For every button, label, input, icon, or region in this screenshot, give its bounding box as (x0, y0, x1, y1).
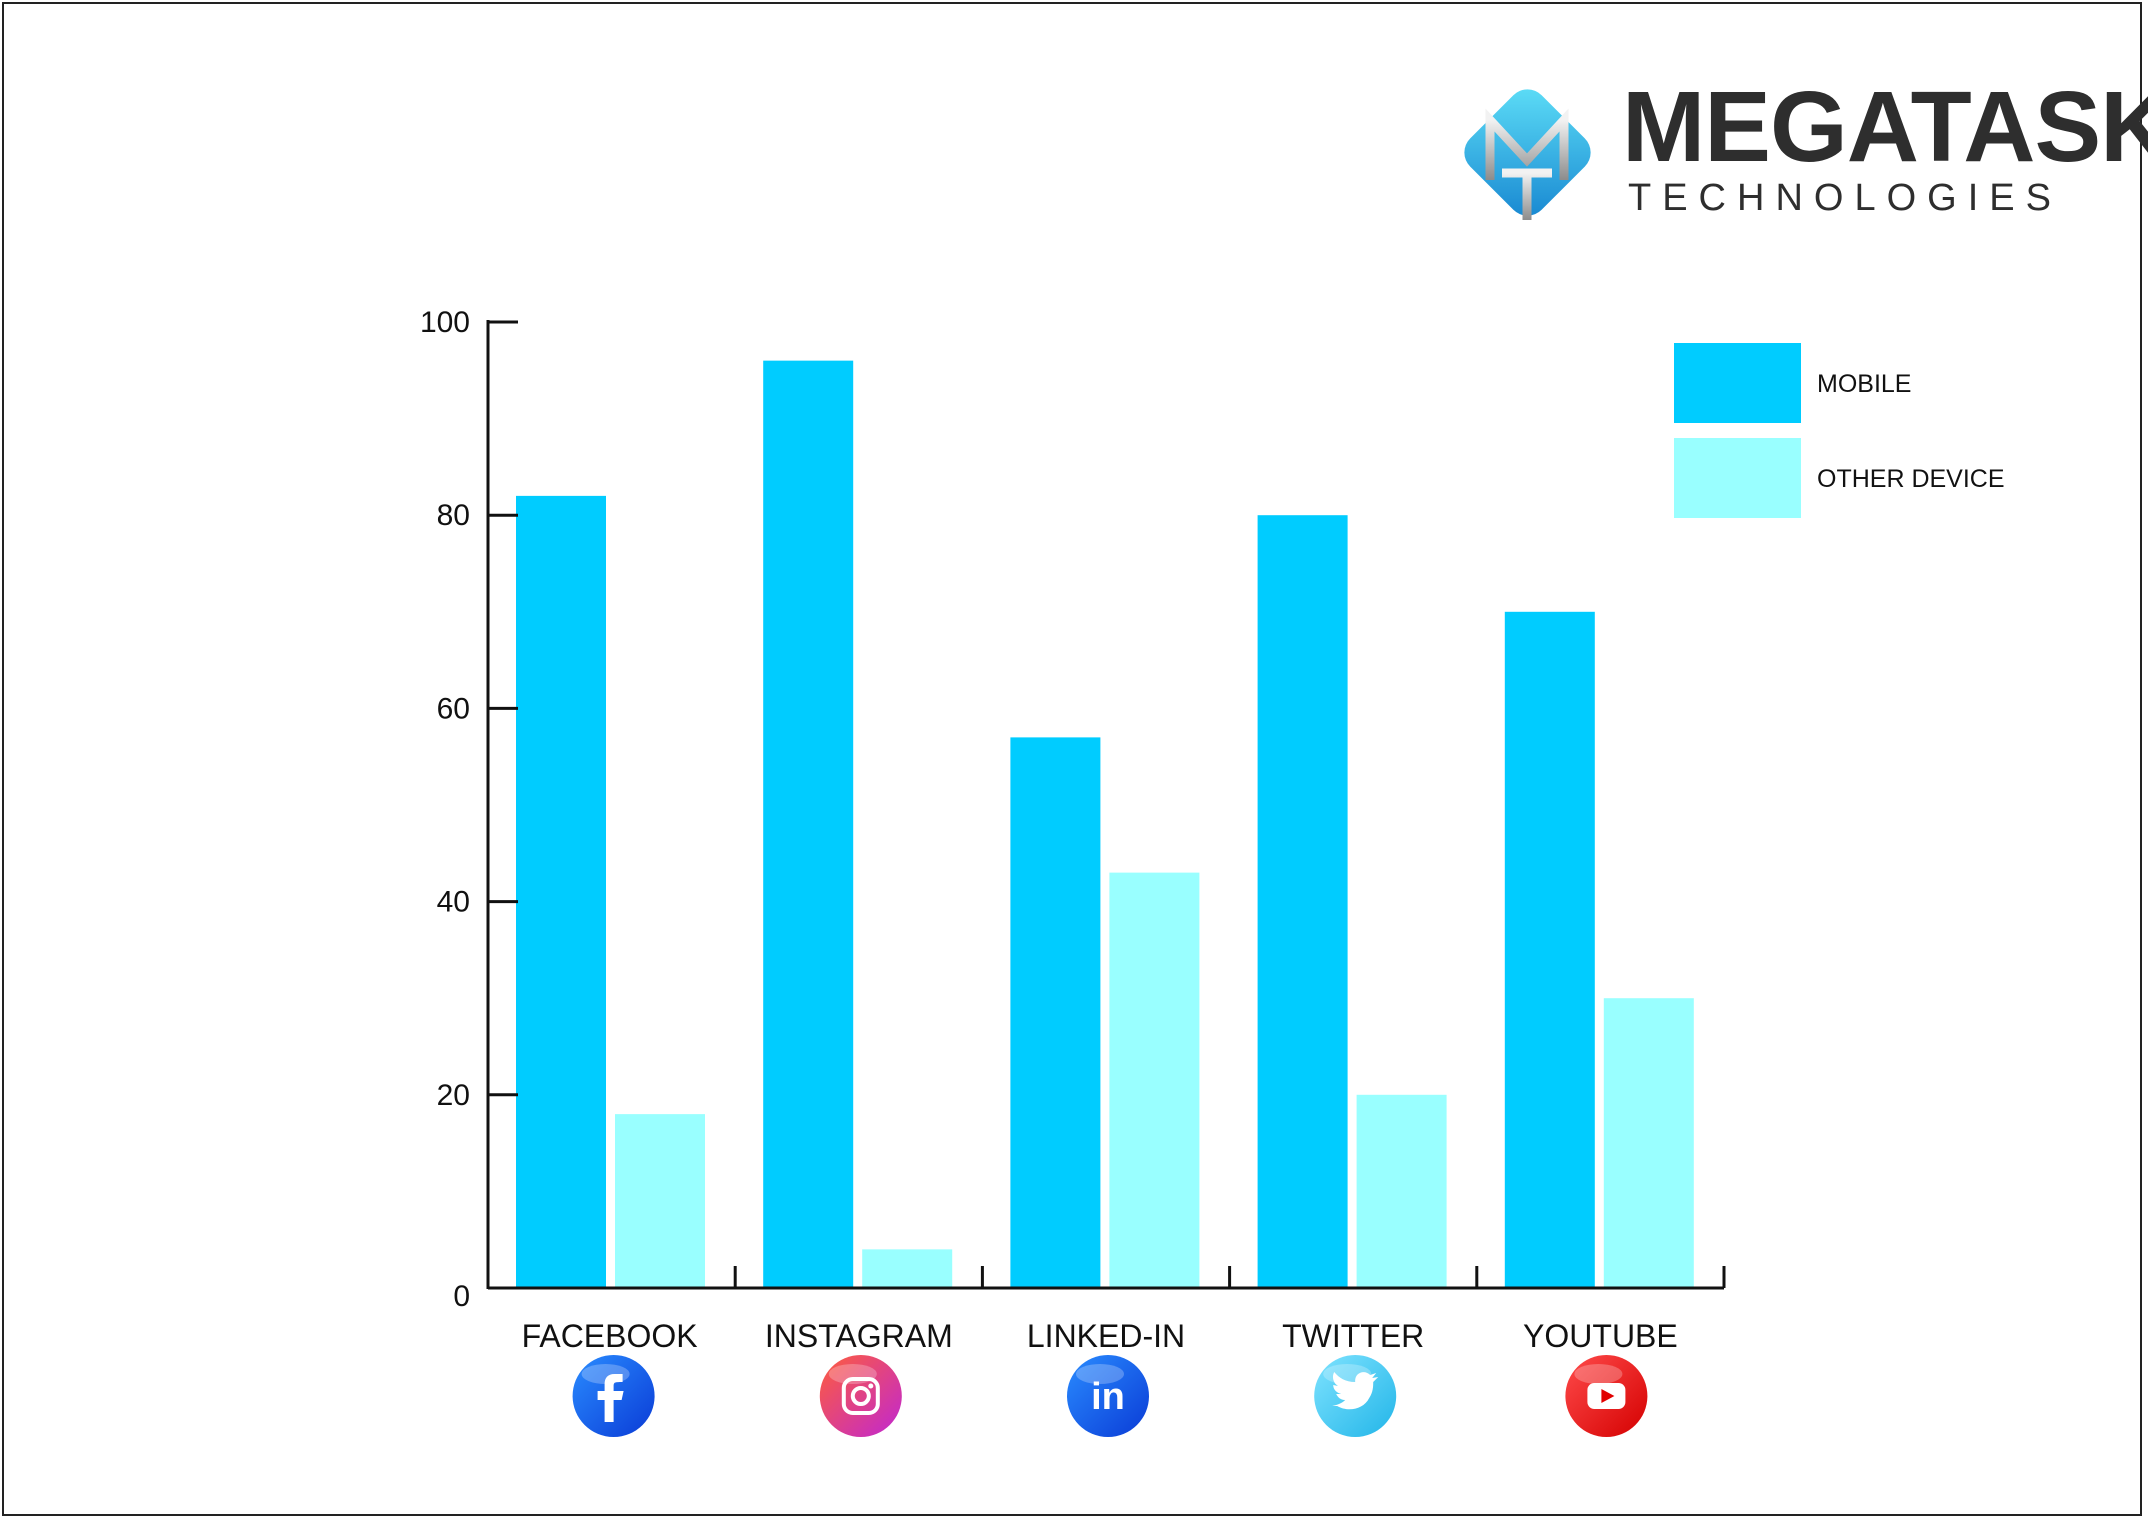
category-label-twitter: TWITTER (1282, 1318, 1424, 1354)
legend-swatch-other-device (1674, 438, 1801, 518)
bar-facebook-other-device (615, 1114, 705, 1288)
category-label-instagram: INSTAGRAM (765, 1318, 953, 1354)
bar-youtube-mobile (1504, 611, 1595, 1288)
linkedin-icon: in (1067, 1355, 1149, 1437)
chart-legend: MOBILE OTHER DEVICE (1674, 343, 2005, 518)
instagram-icon (819, 1355, 902, 1437)
y-tick-label: 40 (437, 886, 470, 919)
y-tick-label: 20 (437, 1079, 470, 1112)
category-label-linked-in: LINKED-IN (1027, 1318, 1185, 1354)
bar-facebook-mobile (516, 495, 606, 1288)
y-axis-ticks: 0 20 40 60 80 100 (420, 306, 518, 1313)
bar-youtube-other-device (1603, 998, 1694, 1288)
y-tick-label: 80 (437, 499, 470, 532)
bar-twitter-mobile (1257, 515, 1348, 1288)
brand-logo: MEGATASK TECHNOLOGIES (1450, 75, 2148, 235)
youtube-icon (1565, 1355, 1648, 1437)
legend-label-other-device: OTHER DEVICE (1817, 465, 2005, 493)
facebook-icon (572, 1355, 655, 1437)
category-label-youtube: YOUTUBE (1523, 1318, 1678, 1354)
chart-bars (516, 360, 1694, 1288)
brand-tagline: TECHNOLOGIES (1628, 177, 2062, 219)
bar-instagram-other-device (862, 1249, 953, 1288)
category-icons: in (572, 1355, 1648, 1437)
category-label-facebook: FACEBOOK (522, 1318, 698, 1354)
chart-axes (486, 320, 1726, 1290)
y-tick-label: 0 (453, 1280, 470, 1313)
megatask-logo-icon (1464, 89, 1591, 220)
y-tick-label: 100 (420, 306, 470, 339)
x-axis-categories: FACEBOOK INSTAGRAM LINKED-IN TWITTER YOUTUBE (522, 1318, 1678, 1354)
bar-twitter-other-device (1356, 1094, 1447, 1288)
svg-text:in: in (1091, 1376, 1125, 1418)
twitter-icon (1314, 1355, 1397, 1437)
legend-swatch-mobile (1674, 343, 1801, 423)
brand-name: MEGATASK (1622, 71, 2148, 183)
bar-linked-in-mobile (1010, 737, 1101, 1288)
bar-linked-in-other-device (1109, 872, 1200, 1288)
bar-instagram-mobile (763, 360, 854, 1288)
y-tick-label: 60 (437, 692, 470, 725)
legend-label-mobile: MOBILE (1817, 370, 1911, 398)
